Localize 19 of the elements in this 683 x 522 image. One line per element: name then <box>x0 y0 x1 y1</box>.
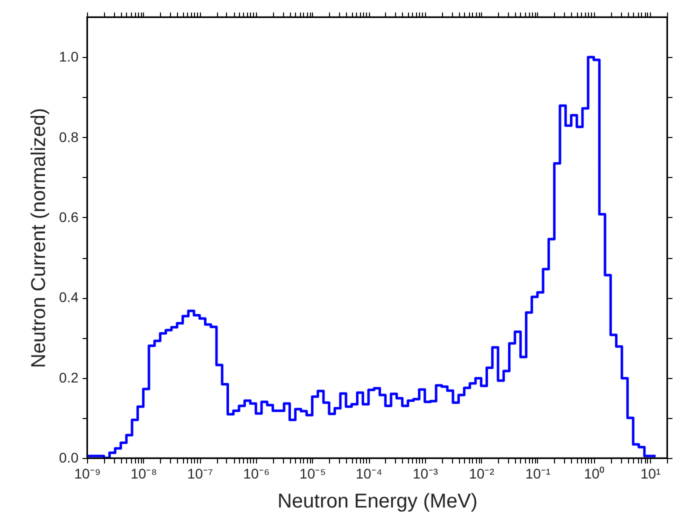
x-tick-label: 10⁻⁷ <box>187 466 213 482</box>
x-tick-label: 10⁻³ <box>412 466 438 482</box>
y-axis-title: Neutron Current (normalized) <box>28 108 50 368</box>
x-axis-title: Neutron Energy (MeV) <box>277 490 478 512</box>
y-tick-label: 1.0 <box>59 48 79 65</box>
x-tick-label: 10⁻⁶ <box>243 466 270 482</box>
y-tick-label: 0.4 <box>59 289 79 306</box>
x-tick-label: 10⁻⁸ <box>130 466 158 482</box>
y-tick-label: 0.0 <box>59 450 79 466</box>
x-tick-label: 10⁻⁹ <box>74 466 101 482</box>
x-tick-label: 10⁻⁴ <box>356 466 382 482</box>
x-tick-label: 10⁻² <box>469 466 495 482</box>
x-tick-label: 10⁻¹ <box>525 466 551 482</box>
y-tick-label: 0.8 <box>59 128 79 145</box>
y-tick-label: 0.6 <box>59 208 79 225</box>
y-tick-label: 0.2 <box>59 369 79 386</box>
x-tick-label: 10¹ <box>640 466 662 482</box>
x-tick-label: 10⁻⁵ <box>300 466 326 482</box>
x-tick-label: 10⁰ <box>584 466 605 482</box>
